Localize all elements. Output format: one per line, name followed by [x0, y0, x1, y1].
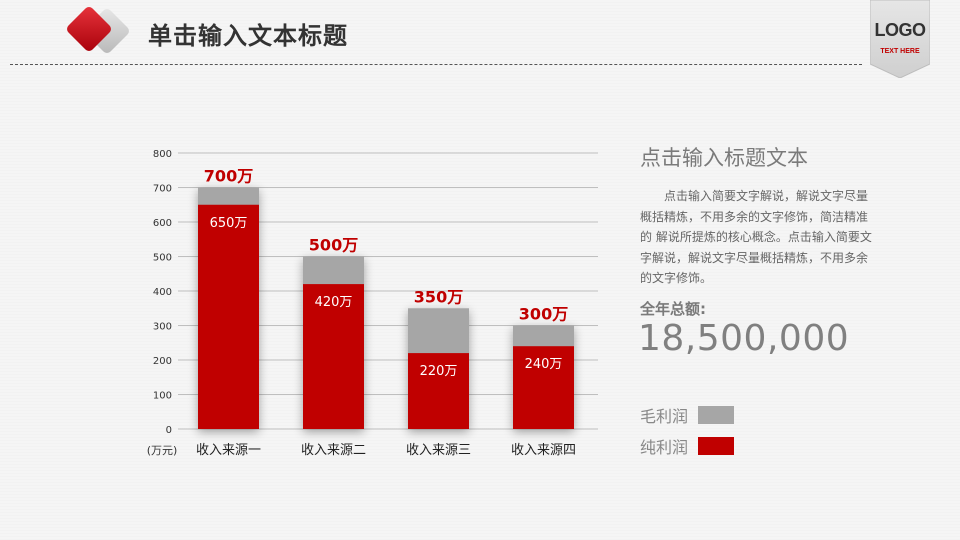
data-label-net-2: 420万	[315, 295, 353, 310]
header-diamond-icon	[67, 7, 129, 53]
y-tick-label: 200	[153, 356, 172, 367]
legend-item-gross: 毛利润	[640, 404, 734, 426]
y-tick-label: 100	[153, 391, 172, 402]
x-tick-label: 收入来源三	[406, 443, 471, 458]
x-axis-ticks: 收入来源一 收入来源二 收入来源三 收入来源四	[196, 443, 576, 458]
data-label-gross-2: 500万	[309, 236, 358, 255]
legend-item-net: 纯利润	[640, 435, 734, 457]
data-label-net-1: 650万	[210, 216, 248, 231]
data-label-gross-4: 300万	[519, 305, 568, 324]
x-tick-label: 收入来源四	[511, 443, 576, 458]
y-tick-label: 500	[153, 253, 172, 264]
header-divider	[10, 64, 862, 65]
y-tick-label: 400	[153, 287, 172, 298]
chart-labels: 700万 650万 500万 420万 350万 220万 300万 240万	[204, 167, 568, 380]
data-label-net-4: 240万	[525, 357, 563, 372]
y-tick-label: 800	[153, 149, 172, 160]
bar-net-2	[303, 284, 364, 429]
chart-bars	[198, 187, 574, 429]
x-tick-label: 收入来源一	[196, 443, 261, 458]
data-label-net-3: 220万	[420, 364, 458, 379]
x-tick-label: 收入来源二	[301, 443, 366, 458]
legend-label-net: 纯利润	[640, 438, 689, 457]
legend-swatch-net	[698, 437, 734, 455]
y-tick-label: 0	[166, 425, 172, 436]
x-axis-unit-label: (万元)	[147, 444, 178, 457]
bar-net-3	[408, 353, 469, 429]
panel-title: 点击输入标题文本	[640, 146, 808, 170]
data-label-gross-3: 350万	[414, 287, 463, 306]
y-tick-label: 300	[153, 322, 172, 333]
y-axis-ticks: 0 100 200 300 400 500 600 700 800	[153, 149, 172, 436]
legend-label-gross: 毛利润	[640, 407, 689, 426]
bar-net-1	[198, 204, 259, 429]
y-tick-label: 700	[153, 184, 172, 195]
bar-net-4	[513, 346, 574, 429]
panel-description: 点击输入简要文字解说，解说文字尽量概括精炼，不用多余的文字修饰，简洁精准的 解说…	[640, 189, 872, 285]
logo-subtitle: TEXT HERE	[880, 48, 920, 55]
logo-badge	[870, 0, 930, 78]
page-title: 单击输入文本标题	[148, 22, 348, 50]
legend-swatch-gross	[698, 406, 734, 424]
logo-text: LOGO	[874, 20, 927, 40]
revenue-bar-chart: 0 100 200 300 400 500 600 700 800 700万 650万 500万 42…	[147, 149, 598, 458]
y-tick-label: 600	[153, 218, 172, 229]
data-label-gross-1: 700万	[204, 167, 253, 186]
total-value: 18,500,000	[638, 318, 850, 359]
total-label: 全年总额:	[640, 300, 706, 318]
